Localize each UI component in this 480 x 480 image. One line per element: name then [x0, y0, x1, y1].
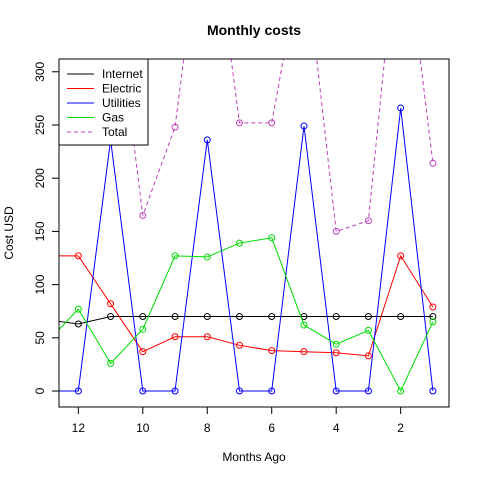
series-line-total: [59, 59, 434, 233]
data-point-electric: [235, 341, 243, 349]
data-point-gas: [74, 305, 82, 313]
y-axis: 0 50 100 150 200 250 300: [33, 61, 59, 394]
data-point-utilities: [171, 387, 179, 395]
legend-item-gas: Gas: [67, 111, 124, 125]
x-tick-label: 8: [204, 421, 211, 435]
data-point-utilities: [139, 387, 147, 395]
legend-item-utilities: Utilities: [67, 96, 141, 110]
y-tick-label: 200: [33, 168, 47, 188]
data-point-total: [171, 123, 179, 131]
data-point-electric: [300, 348, 308, 356]
data-point-utilities: [300, 122, 308, 130]
data-point-gas: [171, 252, 179, 260]
data-point-total: [364, 217, 372, 225]
series-gas: [59, 234, 437, 395]
data-point-utilities: [203, 136, 211, 144]
plot-frame: [58, 58, 450, 408]
series-line-gas: [59, 237, 434, 393]
series-total: [59, 59, 437, 235]
y-axis-label: Cost USD: [2, 206, 16, 260]
data-point-gas: [107, 359, 115, 367]
data-point-gas: [139, 325, 147, 333]
chart-title: Monthly costs: [207, 22, 301, 38]
x-axis-label: Months Ago: [222, 450, 286, 464]
series-layer: [59, 59, 437, 395]
data-point-electric: [268, 347, 276, 355]
data-point-utilities: [268, 387, 276, 395]
x-tick-label: 4: [333, 421, 340, 435]
data-point-electric: [364, 352, 372, 360]
legend-item-electric: Electric: [67, 82, 141, 96]
data-point-electric: [397, 252, 405, 260]
legend-box: [58, 58, 149, 146]
data-point-total: [429, 159, 437, 167]
data-point-gas: [268, 234, 276, 242]
data-point-internet: [332, 313, 340, 321]
series-line-internet: [59, 316, 433, 325]
data-point-internet: [203, 313, 211, 321]
data-point-utilities: [397, 104, 405, 112]
series-internet: [59, 313, 437, 328]
legend-label: Utilities: [102, 96, 141, 110]
data-point-electric: [429, 303, 437, 311]
legend-item-internet: Internet: [67, 67, 143, 81]
data-point-total: [139, 211, 147, 219]
data-point-internet: [235, 313, 243, 321]
legend-item-total: Total: [67, 125, 127, 139]
data-point-utilities: [429, 387, 437, 395]
data-point-utilities: [235, 387, 243, 395]
data-point-utilities: [364, 387, 372, 395]
x-axis: 12 10 8 6 4 2: [72, 407, 404, 435]
y-tick-label: 150: [33, 221, 47, 241]
data-point-electric: [171, 333, 179, 341]
y-tick-label: 100: [33, 274, 47, 294]
data-point-internet: [171, 313, 179, 321]
data-point-gas: [332, 340, 340, 348]
y-tick-label: 50: [33, 331, 47, 345]
data-point-total: [268, 119, 276, 127]
x-tick-label: 12: [72, 421, 86, 435]
data-point-electric: [74, 252, 82, 260]
data-point-utilities: [332, 387, 340, 395]
data-point-gas: [300, 321, 308, 329]
data-point-internet: [397, 313, 405, 321]
y-tick-label: 250: [33, 115, 47, 135]
data-point-total: [332, 227, 340, 235]
data-point-electric: [107, 300, 115, 308]
data-point-internet: [74, 320, 82, 328]
legend-label: Gas: [102, 111, 124, 125]
data-point-electric: [139, 348, 147, 356]
legend-label: Internet: [102, 67, 143, 81]
data-point-internet: [364, 313, 372, 321]
data-point-electric: [203, 333, 211, 341]
data-point-internet: [429, 313, 437, 321]
data-point-total: [235, 119, 243, 127]
data-point-gas: [364, 326, 372, 334]
data-point-internet: [268, 313, 276, 321]
data-point-electric: [332, 349, 340, 357]
x-tick-label: 6: [268, 421, 275, 435]
x-tick-label: 2: [397, 421, 404, 435]
data-point-internet: [107, 313, 115, 321]
data-point-internet: [139, 313, 147, 321]
x-tick-label: 10: [136, 421, 150, 435]
legend-label: Total: [102, 125, 127, 139]
y-tick-label: 300: [33, 61, 47, 81]
legend-label: Electric: [102, 82, 141, 96]
data-point-gas: [235, 239, 243, 247]
series-line-electric: [59, 254, 434, 357]
data-point-gas: [429, 318, 437, 326]
data-point-gas: [397, 387, 405, 395]
data-point-utilities: [74, 387, 82, 395]
series-electric: [59, 252, 437, 360]
series-utilities: [59, 104, 437, 395]
data-point-gas: [203, 253, 211, 261]
y-tick-label: 0: [33, 387, 47, 394]
